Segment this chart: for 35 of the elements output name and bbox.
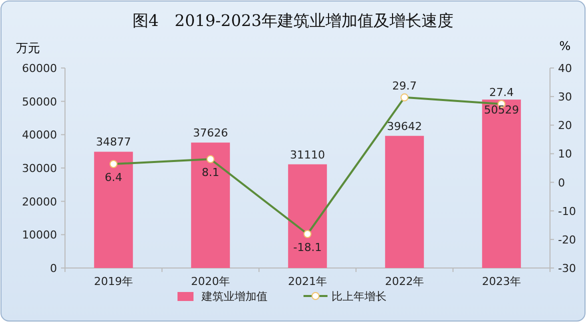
- x-tick-label: 2019年: [94, 275, 133, 288]
- y-tick-label: 60000: [22, 62, 57, 75]
- y2-axis-title: %: [559, 39, 571, 53]
- data-label: 6.4: [104, 171, 122, 184]
- y2-tick-label: -30: [558, 262, 576, 275]
- x-tick-label: 2022年: [385, 275, 424, 288]
- y2-tick-label: 40: [558, 62, 572, 75]
- y-tick-label: 20000: [22, 195, 57, 208]
- y2-tick-label: 0: [558, 176, 565, 190]
- y-axis-title: 万元: [16, 41, 40, 55]
- x-tick-label: 2023年: [482, 275, 521, 288]
- y-tick-label: 30000: [22, 162, 57, 175]
- chart-title: 图4 2019-2023年建筑业增加值及增长速度: [132, 11, 454, 30]
- legend-label: 比上年增长: [332, 290, 386, 303]
- y-tick-label: 10000: [22, 228, 57, 242]
- y-tick-label: 40000: [22, 128, 57, 142]
- data-label: -18.1: [293, 241, 322, 254]
- x-tick-label: 2021年: [288, 275, 327, 288]
- y2-tick-label: 10: [558, 148, 572, 161]
- data-label: 31110: [290, 148, 325, 162]
- y2-tick-label: -20: [558, 233, 576, 246]
- legend-label: 建筑业增加值: [200, 290, 268, 303]
- data-label: 37626: [193, 126, 228, 140]
- y2-tick-label: -10: [558, 204, 576, 218]
- data-label: 8.1: [202, 166, 220, 180]
- data-label: 39642: [387, 120, 422, 133]
- y2-tick-label: 30: [558, 90, 572, 104]
- data-label: 50529: [484, 104, 519, 117]
- y2-tick-label: 20: [558, 119, 572, 132]
- y-tick-label: 50000: [22, 95, 57, 108]
- data-label: 29.7: [392, 79, 417, 92]
- data-label: 27.4: [489, 86, 514, 99]
- x-tick-label: 2020年: [191, 275, 230, 288]
- y-tick-label: 0: [50, 262, 57, 275]
- data-label: 34877: [96, 136, 131, 149]
